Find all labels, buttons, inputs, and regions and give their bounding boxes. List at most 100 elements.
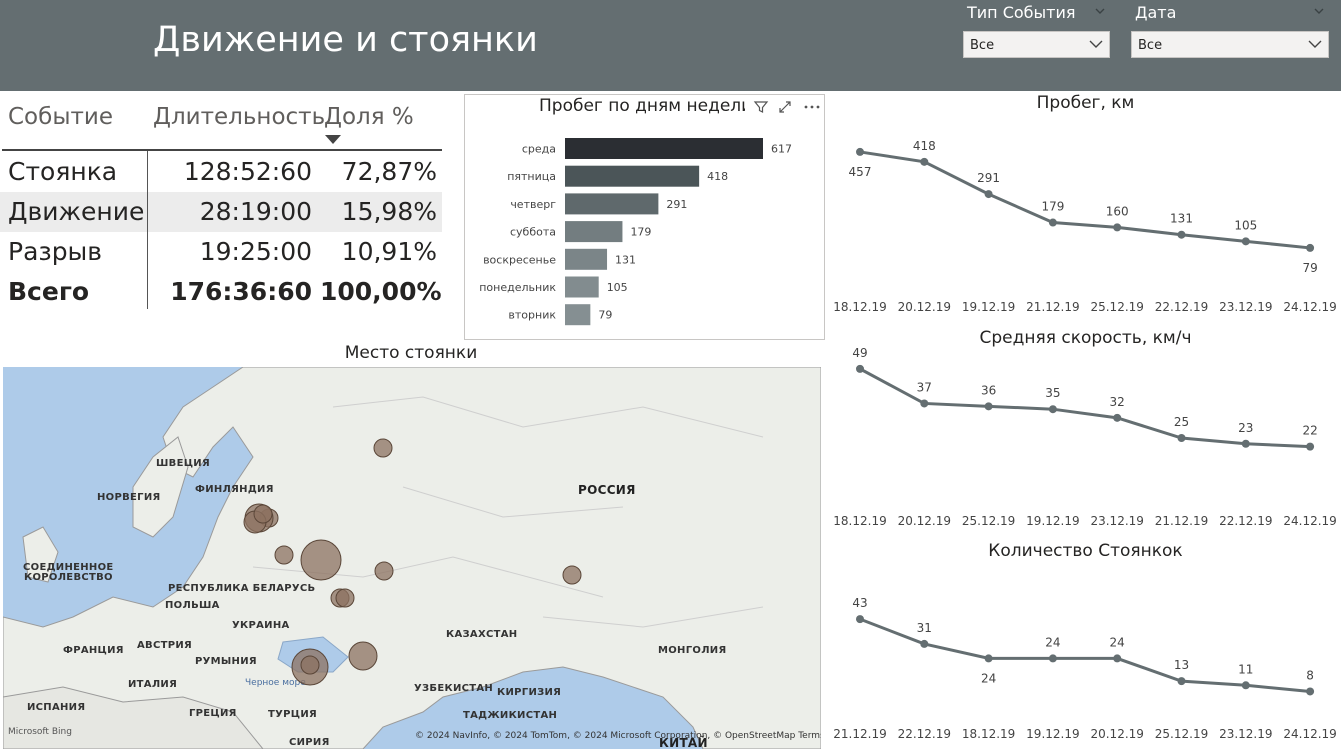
row-share: 15,98% [341,197,437,226]
data-label: 23 [1238,421,1253,435]
data-label: 418 [913,139,936,153]
bar-value-label: 418 [707,170,728,183]
row-share: 10,91% [341,237,437,266]
map-label-sweden: ШВЕЦИЯ [156,458,210,469]
map-label-romania: РУМЫНИЯ [195,656,257,667]
data-point [856,364,864,373]
avg-speed-line-chart[interactable]: Средняя скорость, км/ч 49 18.12.19 37 20.12… [830,325,1341,535]
map-copyright[interactable]: © 2024 NavInfo, © 2024 TomTom, © 2024 Mi… [415,731,821,741]
chevron-down-icon[interactable] [1314,6,1324,16]
bar-value-label: 291 [666,198,687,211]
x-tick-label: 19.12.19 [962,300,1015,314]
data-label: 131 [1170,212,1193,226]
x-tick-label: 22.12.19 [898,727,951,741]
slicer-date-dropdown[interactable]: Все [1131,31,1329,58]
table-row[interactable]: Движение 28:19:00 15,98% [0,192,442,232]
bar-chart-title: Пробег по дням недели [539,96,745,116]
data-point [1306,442,1315,451]
stops-count-line-chart[interactable]: Количество Стоянкок 43 21.12.19 31 22.12.19… [830,538,1341,750]
bar-chart-plot: среда 617 пятница 418 четверг 291 суббота 179 во… [479,138,792,326]
x-tick-label: 18.12.19 [833,514,886,528]
mileage-line-chart[interactable]: Пробег, км 457 18.12.19 418 20.12.19 291 19.1… [830,90,1341,320]
bar-category-label: четверг [510,198,556,211]
map-label-norway: НОРВЕГИЯ [97,492,161,503]
data-point [1048,654,1057,663]
map-label-poland: ПОЛЬША [165,600,220,611]
more-options-icon[interactable] [803,99,821,115]
data-point [984,654,993,663]
x-tick-label: 19.12.19 [1026,727,1079,741]
bar-value-label: 105 [607,281,628,294]
data-point [1113,223,1122,232]
x-tick-label: 20.12.19 [898,514,951,528]
x-tick-label: 25.12.19 [1155,727,1208,741]
table-row[interactable]: Стоянка 128:52:60 72,87% [0,152,442,192]
avg-speed-chart-title: Средняя скорость, км/ч [979,328,1192,348]
row-duration: 19:25:00 [199,237,312,266]
focus-mode-icon[interactable] [777,99,793,115]
map-label-italy: ИТАЛИЯ [128,679,178,690]
row-duration: 28:19:00 [199,197,312,226]
data-point [1048,218,1057,227]
parking-bubble [300,539,342,581]
filter-icon[interactable] [753,99,769,115]
data-point [1113,413,1122,422]
map-label-austria: АВСТРИЯ [137,640,193,651]
total-event: Всего [8,277,90,306]
map-label-ukraine: УКРАИНА [232,620,290,631]
data-point [920,639,929,648]
data-point [920,399,929,408]
map-title: Место стоянки [344,343,478,363]
sort-descending-icon [325,135,341,144]
bar-value-label: 617 [771,143,792,156]
map-label-black-sea: Черное море [245,678,306,688]
parking-bubble [373,438,393,458]
data-label: 160 [1106,204,1129,218]
data-label: 31 [917,621,932,635]
parking-bubble [335,588,355,608]
bar [565,248,608,270]
data-label: 79 [1302,261,1317,275]
data-point [856,615,864,624]
chevron-down-icon[interactable] [1095,6,1105,16]
bar-category-label: понедельник [479,281,556,294]
data-point [1306,687,1315,696]
series-line [859,150,1311,250]
map-land [3,367,821,749]
x-tick-label: 19.12.19 [1026,514,1079,528]
data-point [1048,405,1057,414]
slicer-event-type-dropdown[interactable]: Все [963,31,1110,58]
parking-bubbles [243,438,582,686]
column-header-share[interactable]: Доля % [324,104,414,130]
map-label-uk-1: СОЕДИНЕННОЕ [23,562,114,573]
slicer-date-value: Все [1138,38,1163,53]
parking-bubble [253,504,273,524]
data-label: 13 [1174,658,1189,672]
parking-bubble [562,565,582,585]
x-tick-label: 22.12.19 [1155,300,1208,314]
header-bar: Движение и стоянки Тип События Все Дата … [0,0,1341,91]
column-header-duration[interactable]: Длительность [153,104,326,130]
data-label: 24 [1045,635,1060,649]
parking-map[interactable]: РОССИЯ ШВЕЦИЯ НОРВЕГИЯ ФИНЛЯНДИЯ СОЕДИНЕ… [3,367,821,749]
slicer-event-type-value: Все [970,38,995,53]
x-tick-label: 23.12.19 [1219,727,1272,741]
row-event: Движение [8,197,145,226]
data-label: 105 [1234,218,1257,232]
x-tick-label: 18.12.19 [833,300,886,314]
table-row[interactable]: Разрыв 19:25:00 10,91% [0,232,442,272]
x-tick-label: 21.12.19 [833,727,886,741]
map-label-spain: ИСПАНИЯ [27,702,86,713]
data-point [1241,681,1250,690]
stops-count-chart-title: Количество Стоянкок [988,541,1183,561]
weekday-mileage-chart[interactable]: Пробег по дням недели среда 617 пятница 418… [464,94,825,340]
stops-count-line-plot: 43 21.12.19 31 22.12.19 24 18.12.19 24 19.12.19… [833,596,1337,741]
bar-value-label: 79 [598,309,612,322]
bar [565,304,591,326]
column-header-event[interactable]: Событие [8,104,113,130]
map-label-russia: РОССИЯ [578,483,636,497]
x-tick-label: 24.12.19 [1283,727,1336,741]
bar [565,138,763,159]
bar [565,165,700,187]
map-label-finland: ФИНЛЯНДИЯ [195,484,274,495]
